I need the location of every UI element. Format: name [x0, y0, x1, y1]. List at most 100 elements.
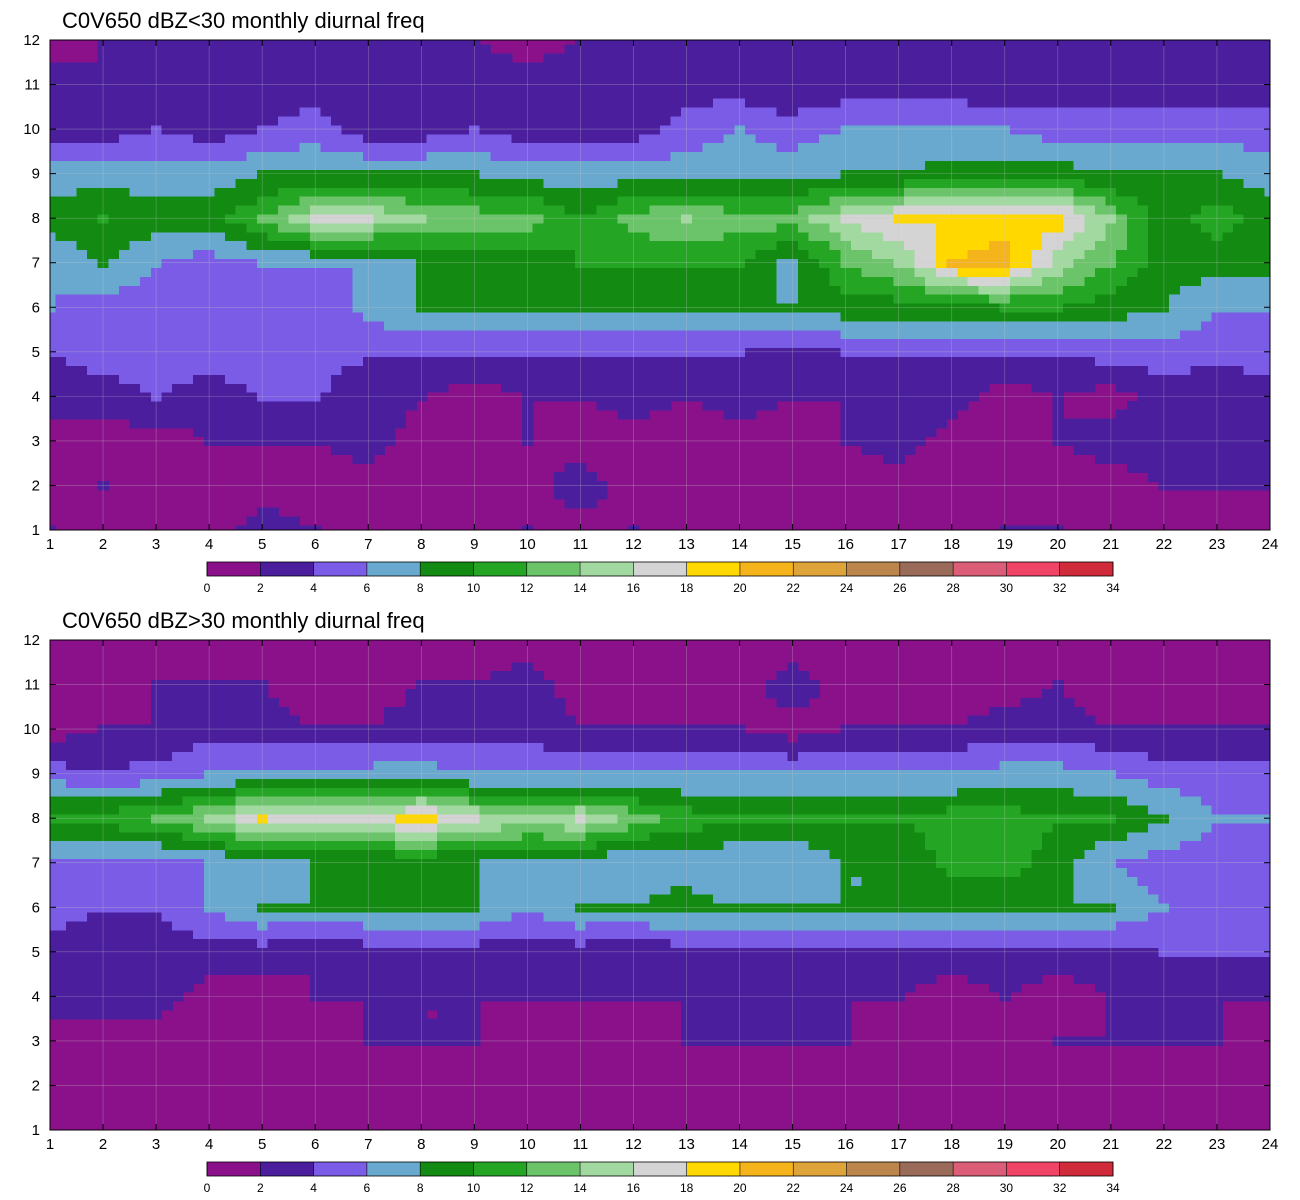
heatmap-cell: [628, 285, 640, 295]
heatmap-cell: [829, 347, 842, 358]
heatmap-cell: [872, 89, 884, 99]
heatmap-cell: [341, 169, 354, 179]
heatmap-cell: [691, 178, 704, 188]
heatmap-cell: [76, 89, 88, 99]
heatmap-cell: [161, 418, 173, 429]
heatmap-cell: [914, 195, 926, 206]
heatmap-cell: [1073, 80, 1086, 90]
heatmap-cell: [1201, 204, 1213, 215]
heatmap-cell: [1179, 115, 1192, 126]
heatmap-cell: [352, 445, 364, 456]
heatmap-cell: [1222, 472, 1234, 482]
heatmap-cell: [235, 106, 248, 117]
heatmap-cell: [872, 391, 884, 402]
heatmap-cell: [946, 133, 958, 144]
heatmap-cell: [129, 276, 141, 286]
heatmap-cell: [1137, 418, 1149, 429]
heatmap-cell: [1148, 356, 1160, 366]
heatmap-cell: [872, 160, 884, 170]
heatmap-cell: [914, 231, 926, 242]
heatmap-cell: [299, 80, 311, 90]
heatmap-cell: [702, 106, 714, 117]
heatmap-cell: [1211, 249, 1224, 260]
heatmap-cell: [840, 80, 852, 90]
heatmap-cell: [808, 187, 820, 197]
heatmap-cell: [522, 80, 534, 90]
heatmap-cell: [246, 178, 258, 188]
heatmap-cell: [564, 204, 576, 215]
heatmap-cell: [575, 142, 587, 153]
heatmap-cell: [235, 195, 248, 206]
heatmap-cell: [1137, 231, 1149, 242]
heatmap-cell: [882, 44, 895, 55]
heatmap-cell: [893, 44, 905, 55]
heatmap-cell: [1222, 338, 1234, 349]
heatmap-cell: [734, 44, 746, 55]
heatmap-cell: [1010, 338, 1022, 349]
heatmap-cell: [267, 124, 279, 135]
heatmap-cell: [1211, 178, 1224, 188]
heatmap-cell: [490, 89, 502, 99]
heatmap-cell: [1254, 124, 1266, 135]
heatmap-cell: [617, 195, 629, 206]
heatmap-cell: [893, 169, 905, 179]
heatmap-cell: [1063, 62, 1075, 72]
heatmap-cell: [808, 89, 820, 99]
heatmap-cell: [161, 97, 173, 108]
heatmap-cell: [140, 124, 152, 135]
heatmap-cell: [331, 320, 343, 331]
heatmap-cell: [225, 427, 237, 438]
heatmap-cell: [904, 195, 916, 206]
heatmap-cell: [723, 71, 736, 81]
heatmap-cell: [1264, 311, 1270, 322]
heatmap-cell: [1158, 302, 1170, 313]
heatmap-cell: [352, 427, 364, 438]
heatmap-cell: [607, 311, 619, 322]
heatmap-cell: [225, 231, 237, 242]
heatmap-cell: [861, 383, 873, 393]
heatmap-cell: [1031, 356, 1043, 366]
heatmap-cell: [1158, 195, 1170, 206]
heatmap-cell: [564, 338, 576, 349]
heatmap-cell: [564, 222, 576, 233]
heatmap-cell: [596, 187, 608, 197]
heatmap-cell: [840, 195, 852, 206]
heatmap-cell: [935, 97, 948, 108]
heatmap-cell: [309, 115, 322, 126]
heatmap-cell: [479, 258, 492, 268]
heatmap-cell: [203, 365, 216, 375]
heatmap-cell: [1126, 320, 1139, 331]
heatmap-cell: [500, 133, 513, 144]
heatmap-cell: [1020, 97, 1033, 108]
heatmap-cell: [129, 44, 141, 55]
heatmap-cell: [755, 356, 767, 366]
heatmap-cell: [628, 53, 640, 64]
heatmap-cell: [967, 383, 980, 393]
heatmap-cell: [893, 195, 905, 206]
heatmap-cell: [808, 44, 820, 55]
heatmap-cell: [363, 267, 375, 277]
heatmap-cell: [203, 320, 216, 331]
heatmap-cell: [744, 231, 757, 242]
heatmap-cell: [734, 240, 746, 251]
heatmap-cell: [638, 97, 651, 108]
heatmap-cell: [1031, 276, 1043, 286]
heatmap-cell: [1063, 276, 1075, 286]
heatmap-cell: [225, 169, 237, 179]
heatmap-cell: [893, 347, 905, 358]
heatmap-cell: [776, 195, 789, 206]
heatmap-cell: [819, 97, 831, 108]
heatmap-cell: [702, 231, 714, 242]
heatmap-cell: [405, 222, 417, 233]
heatmap-cell: [1148, 338, 1160, 349]
heatmap-cell: [1232, 267, 1245, 277]
heatmap-cell: [172, 204, 184, 215]
heatmap-cell: [1179, 293, 1192, 304]
heatmap-cell: [988, 115, 1001, 126]
heatmap-cell: [532, 213, 545, 224]
heatmap-cell: [575, 151, 587, 162]
heatmap-cell: [511, 62, 523, 72]
heatmap-cell: [522, 302, 534, 313]
heatmap-cell: [426, 115, 438, 126]
heatmap-cell: [267, 302, 279, 313]
